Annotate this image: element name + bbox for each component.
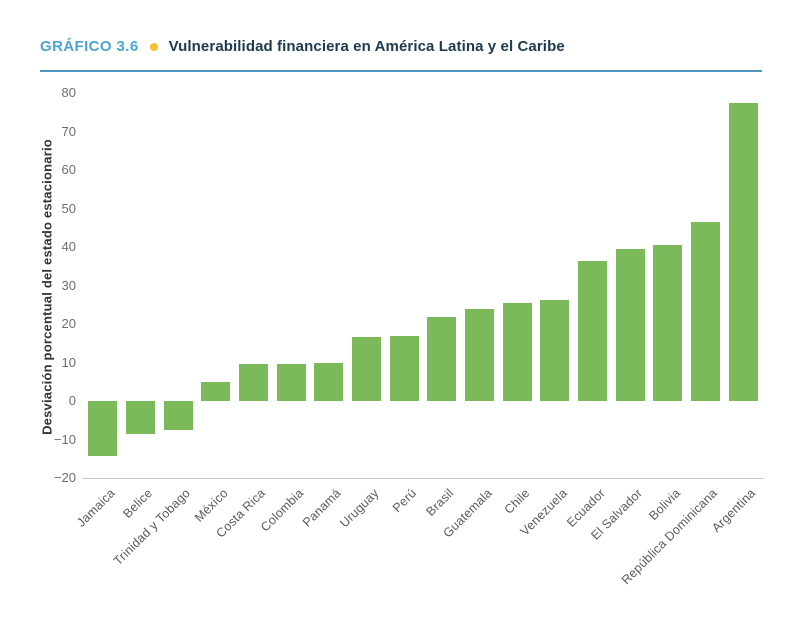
bar-mexico — [201, 381, 231, 401]
y-tick-label-80: 80 — [61, 85, 76, 100]
y-tick-label-70: 70 — [61, 123, 76, 139]
x-tick-label-panama: Panamá — [300, 486, 344, 530]
y-tick-label-30: 30 — [61, 277, 76, 293]
bar-argentina — [728, 103, 758, 401]
bar-trinidad-y-tobago — [163, 401, 193, 430]
x-tick-label-chile: Chile — [501, 486, 533, 517]
bar-ecuador — [578, 261, 607, 401]
bar-peru — [389, 336, 419, 401]
bar-republica-dominicana — [691, 222, 720, 401]
bar-panama — [314, 362, 344, 401]
bar-jamaica — [88, 401, 118, 456]
y-tick-label-0: 0 — [68, 393, 76, 408]
y-tick-label-10: 10 — [61, 354, 76, 370]
bar-bolivia — [653, 245, 683, 401]
bar-costa-rica — [239, 364, 268, 401]
bar-belice — [126, 401, 155, 435]
x-tick-label-uruguay: Uruguay — [337, 486, 382, 531]
bar-colombia — [276, 363, 306, 401]
y-tick-label--10: −10 — [53, 431, 76, 447]
x-axis-line — [82, 478, 764, 479]
title-divider — [40, 70, 762, 72]
y-tick-label--20: −20 — [53, 470, 76, 485]
figure-number-label: GRÁFICO 3.6 — [40, 38, 139, 55]
figure-header: GRÁFICO 3.6 Vulnerabilidad financiera en… — [40, 38, 565, 55]
bullet-icon — [149, 42, 158, 51]
x-tick-label-jamaica: Jamaica — [73, 486, 118, 530]
bar-brasil — [427, 317, 457, 401]
x-tick-label-belice: Belice — [120, 486, 156, 521]
y-tick-label-40: 40 — [61, 239, 76, 254]
bar-venezuela — [540, 299, 570, 401]
y-tick-label-20: 20 — [61, 316, 76, 331]
bar-el-salvador — [615, 248, 645, 401]
x-tick-label-brasil: Brasil — [423, 486, 457, 519]
bar-uruguay — [352, 337, 381, 401]
x-tick-label-peru: Perú — [389, 486, 420, 516]
bar-chile — [502, 302, 532, 401]
bar-guatemala — [465, 308, 494, 401]
y-tick-label-60: 60 — [61, 162, 76, 177]
y-tick-label-50: 50 — [61, 200, 76, 216]
figure-title: Vulnerabilidad financiera en América Lat… — [168, 38, 565, 55]
